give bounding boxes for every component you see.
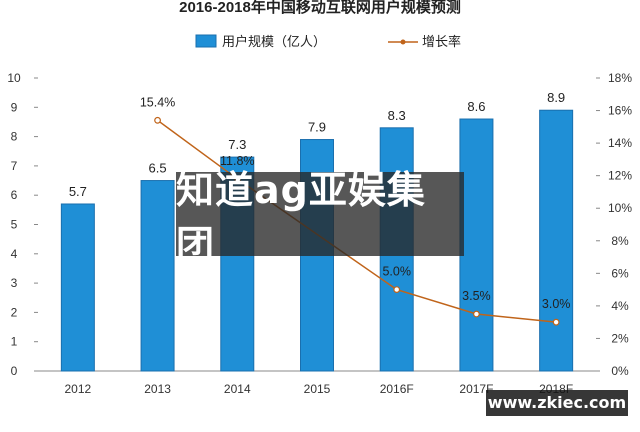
- x-tick-label: 2014: [224, 382, 251, 396]
- bar-value-label: 6.5: [149, 161, 167, 176]
- y-left-tick-label: 7: [11, 159, 18, 173]
- y-right-tick-label: 6%: [611, 266, 629, 280]
- bar-value-label: 5.7: [69, 184, 87, 199]
- growth-value-label: 3.0%: [542, 297, 571, 311]
- y-right-tick-label: 12%: [608, 169, 632, 183]
- bar: [60, 203, 95, 372]
- legend-line-label: 增长率: [422, 34, 461, 49]
- site-url-badge: www.zkiec.com: [486, 390, 628, 416]
- y-left-tick-label: 5: [11, 218, 18, 232]
- x-tick-label: 2016F: [380, 382, 414, 396]
- y-right-tick-label: 0%: [611, 364, 629, 378]
- growth-point: [393, 286, 401, 294]
- x-tick-label: 2013: [144, 382, 171, 396]
- y-left-tick-label: 2: [11, 305, 18, 319]
- y-right-tick-label: 16%: [608, 104, 632, 118]
- bar-value-label: 7.9: [308, 120, 326, 135]
- bar-value-label: 8.6: [467, 99, 485, 114]
- y-left-tick-label: 6: [11, 188, 18, 202]
- growth-point: [473, 310, 480, 318]
- x-tick-label: 2017F: [459, 382, 493, 396]
- y-right-tick-label: 10%: [608, 201, 632, 215]
- bar: [539, 109, 574, 372]
- y-right-tick-label: 2%: [611, 331, 629, 345]
- growth-point: [154, 116, 161, 124]
- growth-point: [552, 318, 560, 326]
- y-right-tick-label: 4%: [611, 299, 629, 313]
- data-labels: 5.7 6.5 7.3 7.9 8.3 8.6 8.9 15.4% 11.8% 5.0% 3.5% 3…: [69, 90, 571, 311]
- y-right-tick-label: 8%: [611, 234, 629, 248]
- x-tick-label: 2012: [65, 382, 92, 396]
- legend-bar-label: 用户规模（亿人）: [222, 34, 326, 49]
- y-left-tick-label: 10: [7, 71, 21, 85]
- y-left-tick-label: 0: [11, 364, 18, 378]
- y-right-tick-label: 18%: [608, 71, 632, 85]
- chart-title: 2016-2018年中国移动互联网用户规模预测: [179, 0, 461, 16]
- bar: [459, 118, 494, 372]
- legend-line-marker: [400, 39, 406, 45]
- growth-value-label: 15.4%: [140, 95, 175, 109]
- y-left-tick-label: 3: [11, 276, 18, 290]
- y-left-tick-label: 4: [11, 247, 18, 261]
- y-left-tick-label: 1: [11, 335, 18, 349]
- y-right-tick-label: 14%: [608, 136, 632, 150]
- legend-bar-swatch: [195, 34, 217, 48]
- growth-value-label: 11.8%: [220, 154, 255, 168]
- growth-value-label: 3.5%: [462, 289, 491, 303]
- bar: [140, 180, 175, 372]
- watermark-banner: 知道ag亚娱集团: [176, 168, 464, 267]
- y-left-tick-label: 9: [11, 100, 18, 114]
- bar-value-label: 7.3: [228, 137, 246, 152]
- bar-value-label: 8.9: [547, 90, 565, 105]
- bar-value-label: 8.3: [388, 108, 406, 123]
- growth-value-label: 5.0%: [382, 265, 411, 279]
- y-left-tick-label: 8: [11, 130, 18, 144]
- x-tick-label: 2015: [304, 382, 331, 396]
- legend: 用户规模（亿人） 增长率: [195, 34, 461, 49]
